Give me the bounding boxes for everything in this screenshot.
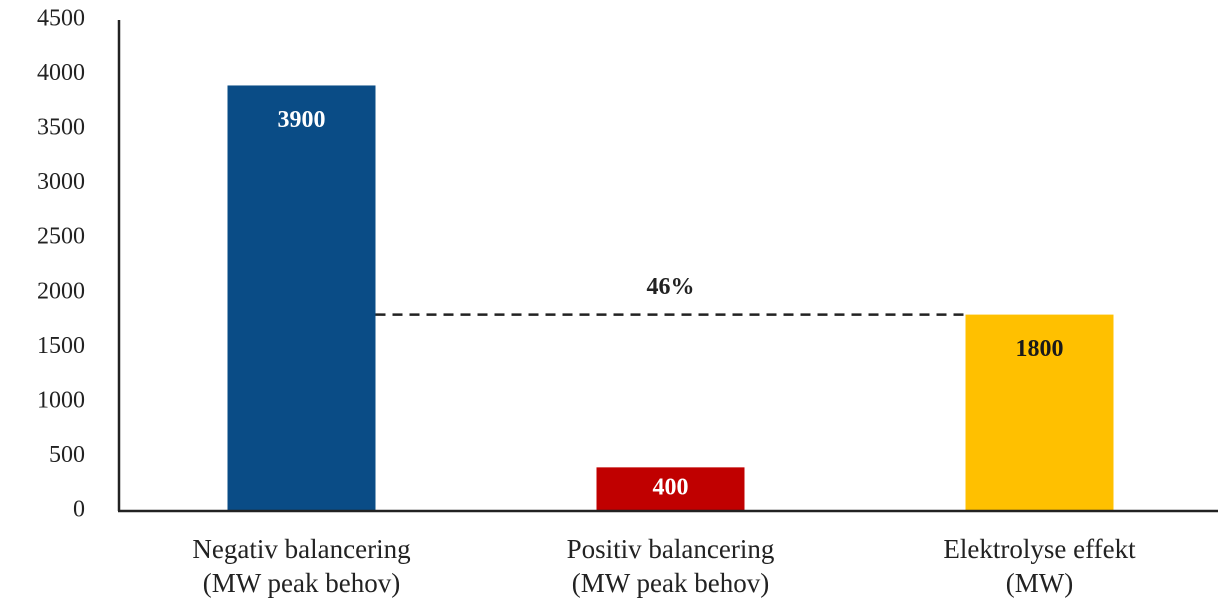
value-label: 3900 [278, 107, 326, 133]
y-tick-label: 3000 [37, 169, 85, 195]
annotation: 46% [647, 274, 695, 300]
x-tick-label: Negativ balancering [192, 534, 410, 564]
y-tick-label: 1500 [37, 333, 85, 359]
y-tick-label: 2000 [37, 278, 85, 304]
x-tick-label: (MW peak behov) [203, 568, 400, 598]
y-tick-label: 4500 [37, 6, 85, 32]
x-tick-label: (MW peak behov) [572, 568, 769, 598]
y-tick-label: 0 [73, 497, 85, 523]
y-tick-label: 4000 [37, 60, 85, 86]
x-tick-label: (MW) [1006, 568, 1073, 598]
bar [227, 85, 376, 511]
value-label: 1800 [1016, 336, 1064, 362]
y-tick-label: 3500 [37, 115, 85, 141]
y-tick-label: 2500 [37, 224, 85, 250]
value-label: 400 [653, 475, 689, 501]
x-tick-label: Positiv balancering [567, 534, 775, 564]
y-tick-label: 500 [49, 442, 85, 468]
y-tick-label: 1000 [37, 387, 85, 413]
bar [965, 314, 1114, 511]
bar [596, 467, 745, 511]
x-tick-label: Elektrolyse effekt [943, 534, 1136, 564]
